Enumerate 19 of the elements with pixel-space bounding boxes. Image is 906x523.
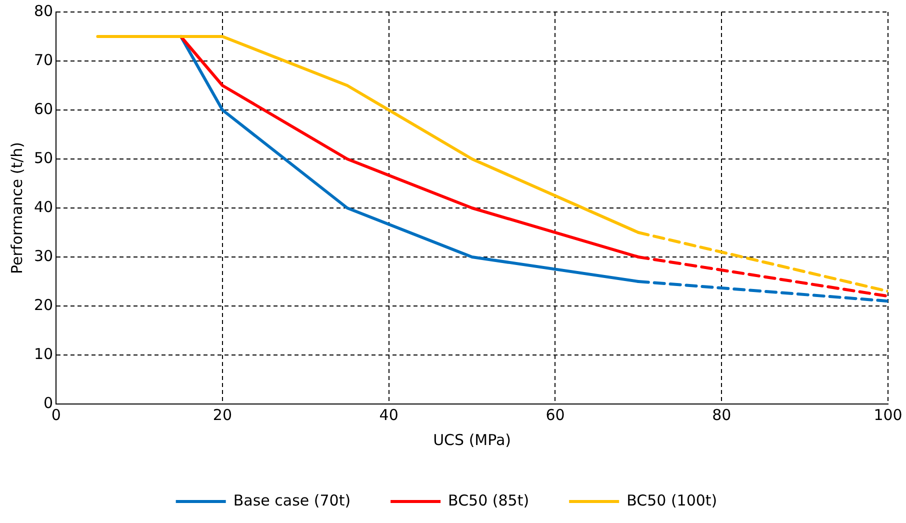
y-tick-label: 60: [34, 100, 54, 118]
y-axis-title: Performance (t/h): [8, 142, 26, 274]
x-axis-title: UCS (MPa): [433, 430, 512, 449]
x-tick-label: 20: [212, 406, 232, 424]
y-tick-label: 50: [34, 148, 54, 167]
y-tick-label: 30: [34, 246, 54, 265]
legend-label: Base case (70t): [233, 491, 351, 510]
x-tick-label: 40: [379, 406, 398, 424]
x-tick-label: 60: [546, 406, 565, 424]
legend-label: BC50 (85t): [448, 491, 530, 510]
y-tick-label: 10: [34, 344, 54, 363]
y-tick-label: 80: [34, 2, 54, 20]
y-tick-label: 70: [34, 50, 54, 69]
x-tick-label: 100: [874, 406, 902, 424]
y-tick-label: 20: [34, 296, 54, 314]
y-tick-label: 0: [44, 394, 54, 412]
y-tick-label: 40: [34, 198, 54, 216]
legend-label: BC50 (100t): [626, 491, 718, 510]
x-tick-label: 80: [712, 406, 732, 424]
